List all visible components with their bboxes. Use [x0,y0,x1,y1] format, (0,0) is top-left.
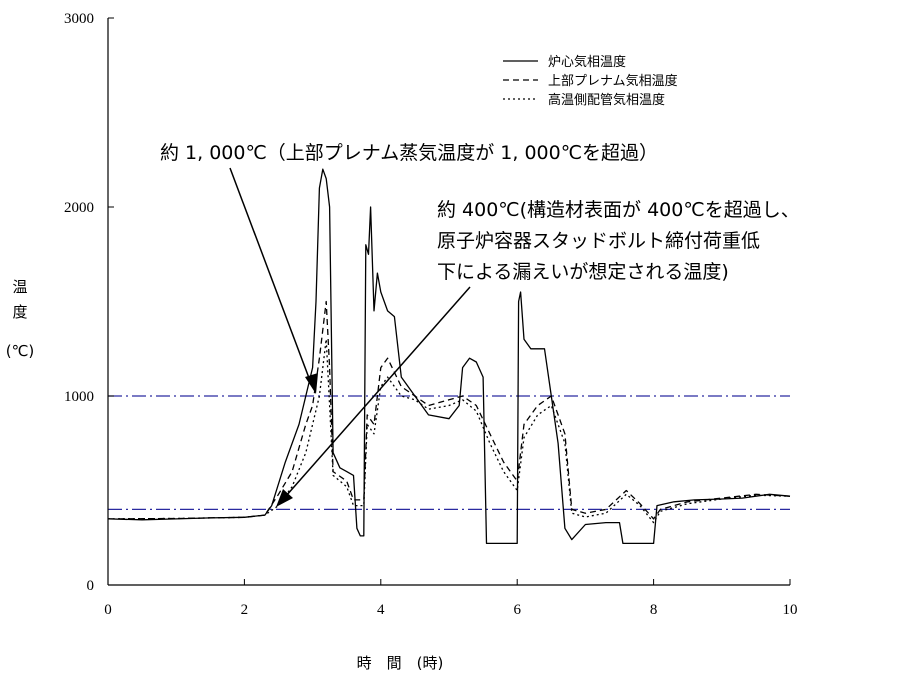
annotation-400-text-line3: 下による漏えいが想定される温度) [437,261,729,283]
series-core-vapor-temp [107,168,791,545]
x-tick-label: 0 [104,602,112,618]
y-axis-label-line1: 温 [12,278,27,296]
x-tick-label: 10 [783,602,798,618]
annotation-400-text-line2: 原子炉容器スタッドボルト締付荷重低 [437,230,760,252]
x-tick-label: 2 [241,602,249,618]
series-hot-leg-vapor-temp [107,338,791,524]
x-ticks: 0 2 4 6 8 10 [104,579,798,618]
annotation-400-text-line1: 約 400℃(構造材表面が 400℃を超過し、 [437,199,800,221]
legend-label-hotleg: 高温側配管気相温度 [548,92,665,108]
legend-label-core: 炉心気相温度 [548,54,626,70]
y-tick-label: 2000 [64,200,94,216]
annotation-400-arrowhead [276,489,293,507]
annotation-400: 約 400℃(構造材表面が 400℃を超過し、 原子炉容器スタッドボルト締付荷重… [276,199,800,507]
reference-lines [108,395,790,510]
legend: 炉心気相温度 上部プレナム気相温度 高温側配管気相温度 [503,54,678,108]
x-axis-label: 時 間 (時) [357,654,444,672]
series-upper-plenum-vapor-temp [107,300,791,520]
annotation-1000-text: 約 1, 000℃（上部プレナム蒸気温度が 1, 000℃を超過） [160,142,658,164]
x-tick-label: 4 [377,602,385,618]
axes [107,18,790,586]
y-tick-label: 1000 [64,389,94,405]
annotation-1000: 約 1, 000℃（上部プレナム蒸気温度が 1, 000℃を超過） [160,142,658,394]
y-tick-label: 0 [87,578,95,594]
x-tick-label: 6 [513,602,521,618]
x-tick-label: 8 [650,602,658,618]
annotation-1000-arrow [229,167,313,387]
y-axis-label-line2: 度 [12,303,27,321]
legend-label-plenum: 上部プレナム気相温度 [548,73,678,89]
y-tick-label: 3000 [64,11,94,27]
series-lines [107,168,791,545]
y-ticks: 0 1000 2000 3000 [64,11,114,594]
annotation-1000-arrowhead [305,373,318,394]
y-axis-label-line3: (℃) [6,342,35,360]
annotation-400-arrow [285,286,471,497]
